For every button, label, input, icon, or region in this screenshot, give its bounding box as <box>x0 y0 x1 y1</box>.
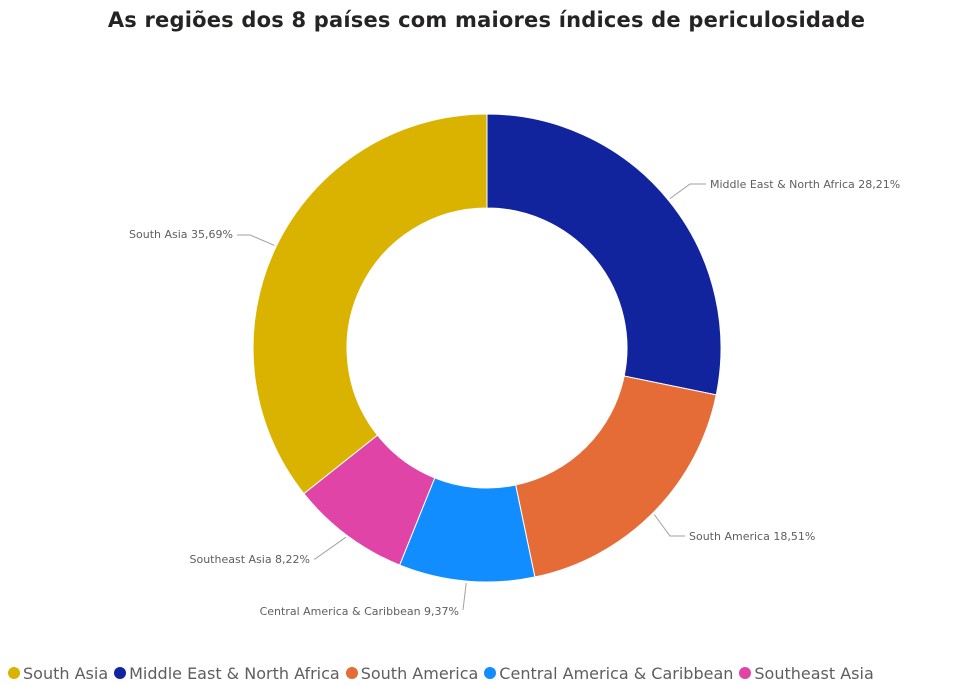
legend-label: Central America & Caribbean <box>499 663 734 683</box>
legend-marker-icon <box>8 667 20 679</box>
legend-label: Southeast Asia <box>754 663 874 683</box>
legend-item-south-america[interactable]: South America <box>345 663 479 683</box>
legend-label: Middle East & North Africa <box>129 663 340 683</box>
leader-line-south-america <box>653 514 685 537</box>
data-label-middle-east-and-north-africa: Middle East & North Africa 28,21% <box>710 178 900 191</box>
leader-line-middle-east-and-north-africa <box>669 183 706 200</box>
data-labels: Middle East & North Africa 28,21% South A… <box>129 178 900 618</box>
slice-south-america[interactable] <box>515 375 717 578</box>
slice-south-asia[interactable] <box>252 113 488 495</box>
donut-slices <box>252 113 722 583</box>
data-label-south-america: South America 18,51% <box>689 530 815 543</box>
legend-marker-icon <box>345 667 358 679</box>
data-label-southeast-asia: Southeast Asia 8,22% <box>189 553 310 566</box>
data-label-south-asia: South Asia 35,69% <box>129 228 233 241</box>
legend-item-central-america-and-caribbean[interactable]: Central America & Caribbean <box>484 664 733 683</box>
chart-title: As regiões dos 8 países com maiores índi… <box>107 8 866 32</box>
legend-marker-icon <box>484 667 497 679</box>
legend-item-middle-east-and-north-africa[interactable]: Middle East & North Africa <box>114 664 340 683</box>
leader-line-southeast-asia <box>314 536 347 560</box>
legend-item-southeast-asia[interactable]: Southeast Asia <box>739 663 874 683</box>
label-leader-lines <box>237 183 706 611</box>
data-label-central-america-and-caribbean: Central America & Caribbean 9,37% <box>260 605 459 618</box>
legend-marker-icon <box>114 667 127 679</box>
legend-item-south-asia[interactable]: South Asia <box>8 664 108 683</box>
donut-chart: Middle East & North Africa 28,21% South A… <box>129 113 900 618</box>
legend-label: South Asia <box>23 663 109 683</box>
leader-line-central-america-and-caribbean <box>462 583 467 611</box>
legend-marker-icon <box>739 667 752 679</box>
chart-legend: South Asia Middle East & North Africa Sout… <box>8 661 880 685</box>
legend-label: South America <box>360 663 479 683</box>
leader-line-south-asia <box>237 234 275 246</box>
slice-middle-east-and-north-africa[interactable] <box>486 113 722 396</box>
